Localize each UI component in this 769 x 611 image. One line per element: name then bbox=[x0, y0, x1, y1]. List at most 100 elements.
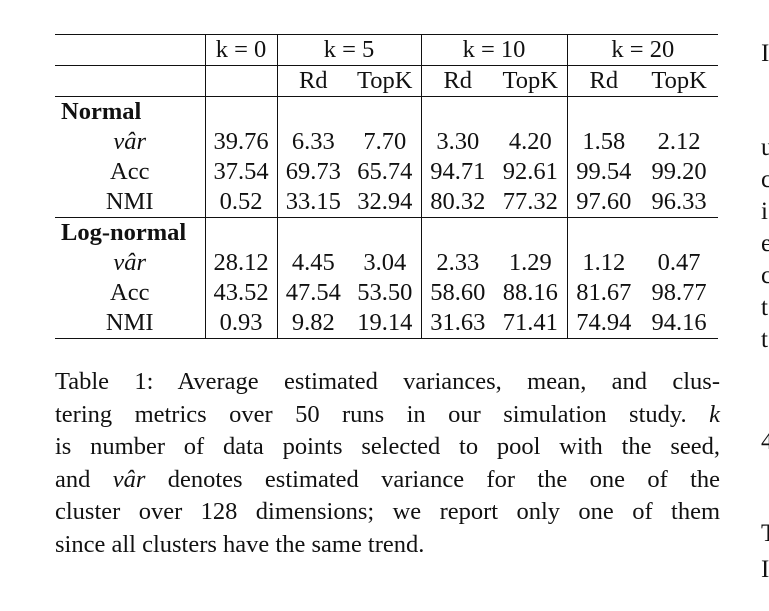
side-letter: I bbox=[761, 40, 769, 67]
value-cell: 43.52 bbox=[204, 278, 277, 308]
empty-cell bbox=[566, 217, 641, 248]
table-row: Acc 37.54 69.73 65.74 94.71 92.61 99.54 99.20 bbox=[55, 157, 718, 187]
value-cell: 96.33 bbox=[651, 188, 707, 215]
empty-cell bbox=[494, 97, 567, 128]
caption-line: and vâr denotes estimated variance for t… bbox=[55, 464, 720, 497]
value-cell: 28.12 bbox=[204, 248, 277, 278]
value-cell: 65.74 bbox=[357, 158, 413, 185]
value-cell: 58.60 bbox=[420, 278, 495, 308]
subheader-topk: TopK bbox=[494, 65, 568, 97]
header-k5: k = 5 bbox=[276, 34, 422, 66]
caption-text: and bbox=[55, 465, 91, 493]
side-letter: t bbox=[761, 294, 768, 321]
value-cell: 7.70 bbox=[363, 128, 407, 155]
value-cell: 19.14 bbox=[349, 308, 422, 339]
value-cell: 39.76 bbox=[204, 127, 277, 157]
table-row: Acc 43.52 47.54 53.50 58.60 88.16 81.67 98.77 bbox=[55, 278, 718, 308]
subheader-topk: TopK bbox=[640, 65, 719, 97]
caption-line: cluster over 128 dimensions; we report o… bbox=[55, 496, 720, 529]
subheader-rd: Rd bbox=[276, 65, 349, 97]
caption-text: since all clusters have the same trend. bbox=[55, 530, 425, 558]
metric-label: Acc bbox=[110, 158, 150, 185]
value-cell: 4.45 bbox=[276, 248, 349, 278]
corner-cell bbox=[55, 34, 205, 66]
side-letter: e bbox=[761, 230, 769, 257]
value-cell: 0.52 bbox=[204, 187, 277, 218]
header-row-method: Rd TopK Rd TopK Rd TopK bbox=[55, 65, 719, 97]
caption-line: since all clusters have the same trend. bbox=[55, 529, 720, 562]
group-label: Normal bbox=[61, 98, 142, 125]
empty-cell bbox=[420, 217, 495, 248]
header-k20: k = 20 bbox=[566, 34, 719, 66]
value-cell: 33.15 bbox=[276, 187, 349, 218]
table-body: Normal vâr 39.76 6.33 7.70 3.30 4.20 1.58 2.12 Ac… bbox=[55, 96, 719, 339]
caption-text: tering metrics over 50 runs in our simul… bbox=[55, 400, 687, 428]
subheader-empty bbox=[204, 65, 277, 97]
caption-text: denotes estimated variance for the one o… bbox=[167, 465, 721, 493]
side-letter: u bbox=[761, 134, 769, 161]
subheader-topk: TopK bbox=[349, 65, 422, 97]
table-row: vâr 39.76 6.33 7.70 3.30 4.20 1.58 2.12 bbox=[55, 127, 718, 157]
adjacent-column-fragment: I u c i e c t t 4 T I bbox=[757, 0, 769, 611]
value-cell: 1.29 bbox=[508, 249, 552, 276]
table-caption: Table 1: Average estimated variances, me… bbox=[55, 366, 720, 561]
value-cell: 32.94 bbox=[357, 188, 413, 215]
value-cell: 88.16 bbox=[502, 279, 558, 306]
table-row: NMI 0.52 33.15 32.94 80.32 77.32 97.60 96.33 bbox=[55, 187, 718, 218]
value-cell: 69.73 bbox=[276, 157, 349, 187]
metric-label: NMI bbox=[105, 188, 154, 215]
value-cell: 3.30 bbox=[420, 127, 495, 157]
empty-cell bbox=[420, 96, 495, 127]
value-cell: 97.60 bbox=[566, 187, 641, 218]
group-label: Log-normal bbox=[55, 217, 205, 248]
caption-var-symbol: vâr bbox=[112, 465, 146, 493]
header-row-k: k = 0 k = 5 k = 10 k = 20 bbox=[55, 34, 719, 66]
results-table: k = 0 k = 5 k = 10 k = 20 Rd TopK Rd Top… bbox=[55, 34, 719, 339]
metric-label: vâr bbox=[113, 128, 147, 155]
value-cell: 94.16 bbox=[640, 308, 719, 339]
value-cell: 80.32 bbox=[420, 187, 495, 218]
value-cell: 3.04 bbox=[363, 249, 407, 276]
value-cell: 4.20 bbox=[508, 128, 552, 155]
value-cell: 98.77 bbox=[651, 279, 707, 306]
empty-cell bbox=[204, 217, 277, 248]
empty-cell bbox=[349, 217, 422, 248]
value-cell: 71.41 bbox=[494, 308, 568, 339]
caption-line: is number of data points selected to poo… bbox=[55, 431, 720, 464]
metric-label: vâr bbox=[113, 249, 147, 276]
value-cell: 94.71 bbox=[420, 157, 495, 187]
caption-line: Table 1: Average estimated variances, me… bbox=[55, 366, 720, 399]
value-cell: 74.94 bbox=[566, 308, 641, 339]
value-cell: 53.50 bbox=[357, 279, 413, 306]
value-cell: 99.20 bbox=[651, 158, 707, 185]
empty-cell bbox=[640, 97, 718, 128]
side-letter: t bbox=[761, 326, 768, 353]
side-letter: T bbox=[761, 520, 769, 547]
empty-cell bbox=[349, 97, 421, 128]
value-cell: 2.33 bbox=[420, 248, 495, 278]
side-letter: I bbox=[761, 556, 769, 583]
subheader-rd: Rd bbox=[566, 65, 641, 97]
value-cell: 47.54 bbox=[276, 278, 349, 308]
subheader-rd: Rd bbox=[420, 65, 495, 97]
table-row: NMI 0.93 9.82 19.14 31.63 71.41 74.94 94.16 bbox=[55, 308, 719, 339]
value-cell: 99.54 bbox=[566, 157, 641, 187]
table-row: vâr 28.12 4.45 3.04 2.33 1.29 1.12 0.47 bbox=[55, 248, 718, 278]
caption-k-symbol: k bbox=[709, 400, 720, 428]
caption-text: is number of data points selected to poo… bbox=[55, 433, 720, 460]
empty-cell bbox=[276, 217, 349, 248]
value-cell: 0.47 bbox=[657, 249, 701, 276]
metric-label: Acc bbox=[110, 279, 150, 306]
caption-line: tering metrics over 50 runs in our simul… bbox=[55, 399, 720, 432]
side-letter: i bbox=[761, 198, 768, 225]
value-cell: 31.63 bbox=[420, 308, 495, 339]
value-cell: 77.32 bbox=[502, 188, 558, 215]
results-table-container: k = 0 k = 5 k = 10 k = 20 Rd TopK Rd Top… bbox=[55, 34, 719, 339]
empty-cell bbox=[204, 96, 277, 127]
side-letter: c bbox=[761, 262, 769, 289]
value-cell: 92.61 bbox=[502, 158, 558, 185]
caption-text: cluster over 128 dimensions; we report o… bbox=[55, 498, 720, 525]
header-k0: k = 0 bbox=[204, 34, 277, 66]
value-cell: 81.67 bbox=[566, 278, 641, 308]
caption-text: Table 1: Average estimated variances, me… bbox=[55, 368, 720, 395]
